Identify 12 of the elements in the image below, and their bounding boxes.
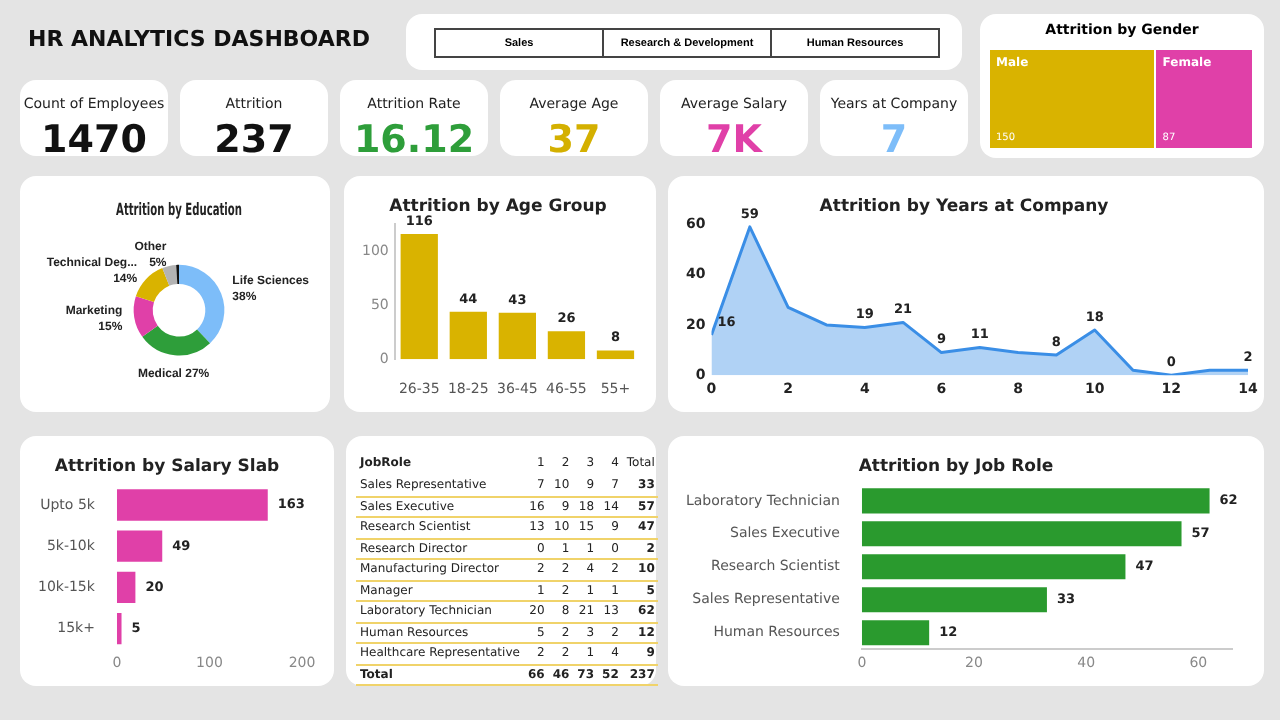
text: HR ANALYTICS DASHBOARD: [28, 26, 370, 52]
chart-title: Attrition by Salary Slab: [54, 456, 280, 477]
text: 7K: [706, 118, 762, 162]
text: 1470: [41, 118, 147, 162]
text: 237: [214, 118, 294, 162]
chart-title: Attrition by Job Role: [858, 456, 1054, 477]
chart-title: Attrition by Years at Company: [819, 196, 1110, 217]
text: 7: [880, 118, 908, 162]
chart-title: Attrition by Education: [116, 200, 242, 220]
text: 37: [547, 118, 601, 162]
chart-title: Attrition by Age Group: [389, 196, 607, 217]
text: 16.12: [353, 118, 475, 162]
